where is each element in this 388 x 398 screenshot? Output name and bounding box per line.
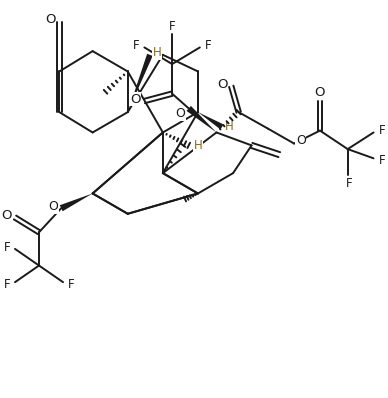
Text: F: F: [378, 154, 385, 167]
Text: O: O: [2, 209, 12, 222]
Text: O: O: [315, 86, 325, 100]
Text: F: F: [378, 124, 385, 137]
Text: O: O: [176, 107, 185, 121]
Polygon shape: [60, 193, 93, 211]
Polygon shape: [128, 54, 152, 112]
Text: H: H: [225, 121, 234, 133]
Text: F: F: [3, 277, 10, 291]
Text: O: O: [296, 134, 306, 147]
Text: F: F: [3, 240, 10, 254]
Text: F: F: [68, 277, 74, 291]
Text: O: O: [130, 93, 140, 106]
Text: H: H: [153, 47, 162, 59]
Text: F: F: [169, 20, 175, 33]
Text: H: H: [194, 139, 203, 152]
Polygon shape: [187, 106, 217, 133]
Text: F: F: [204, 39, 211, 52]
Text: F: F: [133, 39, 140, 52]
Text: O: O: [45, 13, 55, 26]
Text: F: F: [346, 177, 353, 189]
Text: O: O: [48, 200, 58, 213]
Polygon shape: [198, 112, 223, 129]
Text: O: O: [217, 78, 227, 91]
